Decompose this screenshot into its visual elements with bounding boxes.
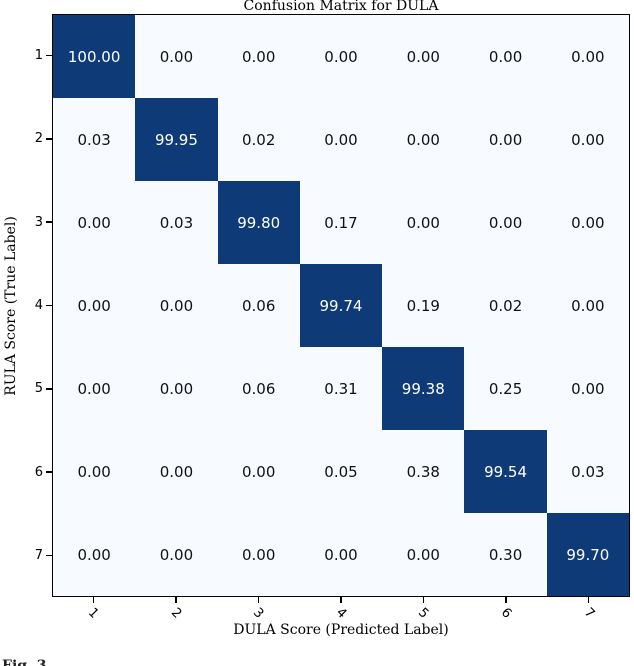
y-tick-mark (46, 554, 52, 557)
y-axis-ticks: 1 2 3 4 5 6 7 (0, 14, 52, 597)
matrix-cell-r3c6: 0.00 (488, 213, 523, 232)
x-tick-label: 1 (85, 605, 102, 622)
y-tick-label: 6 (34, 464, 43, 480)
matrix-cell-r7c6: 0.30 (488, 545, 523, 564)
matrix-cell-r3c3: 99.80 (217, 181, 300, 264)
matrix-cell-r6c2: 0.00 (159, 462, 194, 481)
matrix-cell-r5c3: 0.06 (242, 379, 276, 398)
matrix-cell-r5c6: 0.25 (488, 379, 523, 398)
matrix-cell-r6c4: 0.05 (324, 462, 358, 481)
matrix-cell-r1c3: 0.00 (242, 47, 276, 66)
matrix-cell-r1c5: 0.00 (406, 47, 440, 66)
matrix-cell-r2c6: 0.00 (488, 130, 523, 149)
y-tick-label: 4 (34, 297, 43, 313)
chart-title: Confusion Matrix for DULA (243, 0, 439, 14)
matrix-cell-r1c4: 0.00 (324, 47, 358, 66)
matrix-cell-r7c2: 0.00 (159, 545, 194, 564)
matrix-cell-r3c2: 0.03 (159, 213, 194, 232)
y-tick-mark (46, 471, 52, 473)
x-tick-1: 1 (52, 597, 135, 629)
matrix-cell-r6c1: 0.00 (77, 462, 111, 481)
matrix-cell-r2c1: 0.03 (77, 130, 111, 149)
x-tick-label: 3 (250, 605, 267, 622)
matrix-cell-r2c3: 0.02 (242, 130, 276, 149)
x-tick-mark (587, 597, 590, 603)
x-tick-mark (257, 597, 260, 603)
matrix-cell-r3c7: 0.00 (571, 213, 605, 232)
y-tick-label: 5 (34, 381, 43, 397)
y-tick-5: 5 (0, 347, 52, 430)
matrix-cell-r7c3: 0.00 (242, 545, 276, 564)
y-tick-1: 1 (0, 14, 52, 97)
matrix-cell-r4c5: 0.19 (406, 296, 440, 315)
matrix-cell-r1c1: 100.00 (53, 15, 136, 98)
matrix-cell-r7c4: 0.00 (324, 545, 358, 564)
matrix-cell-r1c7: 0.00 (571, 47, 605, 66)
y-tick-6: 6 (0, 430, 52, 513)
matrix-cell-r7c5: 0.00 (406, 545, 440, 564)
x-tick-6: 6 (465, 597, 548, 629)
matrix-cell-r5c5: 99.38 (382, 347, 465, 430)
x-tick-mark (175, 597, 177, 603)
matrix-cell-r4c4: 99.74 (299, 264, 383, 347)
x-tick-label: 4 (332, 605, 350, 622)
y-tick-label: 3 (34, 214, 43, 230)
x-tick-2: 2 (135, 597, 218, 629)
matrix-cell-r1c6: 0.00 (488, 47, 523, 66)
x-tick-mark (92, 597, 95, 603)
y-tick-mark (46, 138, 52, 140)
matrix-cell-r5c7: 0.00 (571, 379, 605, 398)
matrix-cell-r2c4: 0.00 (324, 130, 358, 149)
y-tick-mark (46, 388, 52, 390)
matrix-cell-r3c4: 0.17 (324, 213, 358, 232)
x-tick-7: 7 (547, 597, 630, 629)
y-tick-label: 1 (34, 48, 43, 64)
figure-caption: Fig. 3 (2, 658, 47, 666)
y-tick-7: 7 (0, 514, 52, 597)
x-tick-4: 4 (300, 597, 383, 629)
matrix-cell-r5c4: 0.31 (324, 379, 358, 398)
matrix-cell-r7c7: 99.70 (546, 513, 629, 596)
matrix-cell-r6c5: 0.38 (406, 462, 440, 481)
x-tick-label: 5 (415, 605, 432, 622)
matrix-cell-r6c3: 0.00 (242, 462, 276, 481)
matrix-cell-r4c3: 0.06 (242, 296, 276, 315)
y-tick-4: 4 (0, 264, 52, 347)
y-tick-mark (46, 221, 52, 223)
y-tick-mark (46, 54, 52, 57)
matrix-cell-r4c6: 0.02 (488, 296, 523, 315)
matrix-cell-r5c1: 0.00 (77, 379, 111, 398)
matrix-cell-r2c5: 0.00 (406, 130, 440, 149)
matrix-cell-r6c7: 0.03 (571, 462, 605, 481)
y-tick-mark (46, 304, 52, 307)
x-axis-label: DULA Score (Predicted Label) (233, 622, 449, 638)
matrix-cell-r3c5: 0.00 (406, 213, 440, 232)
x-tick-3: 3 (217, 597, 300, 629)
y-tick-label: 7 (34, 547, 43, 563)
y-tick-2: 2 (0, 97, 52, 180)
x-tick-mark (340, 597, 342, 603)
x-tick-mark (505, 597, 507, 603)
matrix-grid: 100.00 0.00 0.00 0.00 0.00 0.00 0.00 0.03 99.95 0… (52, 14, 630, 597)
matrix-cell-r4c2: 0.00 (159, 296, 194, 315)
x-tick-mark (422, 597, 425, 603)
matrix-cell-r3c1: 0.00 (77, 213, 111, 232)
x-axis-ticks: 1 2 3 4 5 6 7 (52, 597, 630, 629)
matrix-cell-r5c2: 0.00 (159, 379, 194, 398)
x-tick-5: 5 (382, 597, 465, 629)
matrix-cell-r2c2: 99.95 (135, 98, 218, 181)
y-tick-label: 2 (34, 131, 43, 147)
x-tick-label: 7 (580, 605, 597, 622)
matrix-cell-r2c7: 0.00 (571, 130, 605, 149)
y-tick-3: 3 (0, 181, 52, 264)
matrix-cell-r6c6: 99.54 (464, 430, 547, 513)
matrix-cell-r4c1: 0.00 (77, 296, 111, 315)
x-tick-label: 2 (167, 605, 185, 622)
matrix-cell-r1c2: 0.00 (159, 47, 194, 66)
matrix-cell-r4c7: 0.00 (571, 296, 605, 315)
x-tick-label: 6 (497, 605, 515, 622)
matrix-cell-r7c1: 0.00 (77, 545, 111, 564)
